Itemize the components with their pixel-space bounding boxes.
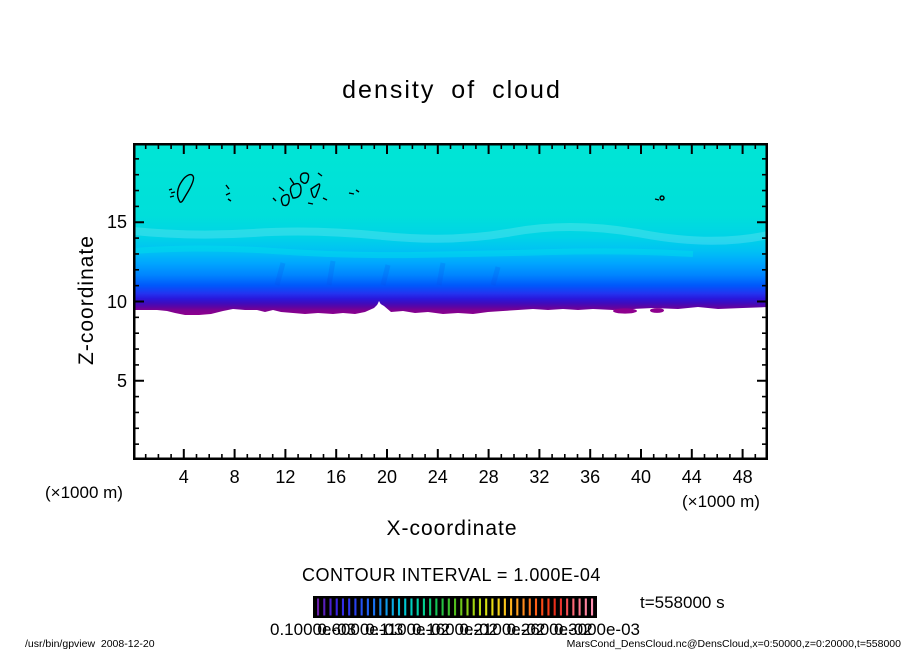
cyan-texture-bands <box>132 223 769 286</box>
plot-border <box>133 143 768 460</box>
time-annotation: t=558000 s <box>640 593 725 612</box>
colorbar-svg <box>313 596 597 618</box>
x-tick-label: 28 <box>478 467 499 487</box>
x-tick-label: 44 <box>681 467 702 487</box>
x-tick-label: 8 <box>229 467 240 487</box>
contour-plot <box>132 143 769 460</box>
colorbar <box>313 596 597 618</box>
y-tick-label: 15 <box>106 212 127 233</box>
colorbar-label: 0.1100e-02 <box>365 620 451 639</box>
footer-command-line: /usr/bin/gpview 2008-12-20 <box>25 638 155 650</box>
detached-purple-blobs <box>613 308 664 314</box>
y-tick-label: 10 <box>106 291 127 312</box>
x-tick-label: 48 <box>732 467 753 487</box>
page-title: density of cloud <box>342 76 562 104</box>
x-tick-label: 32 <box>529 467 550 487</box>
contour-lines <box>168 172 665 207</box>
plot-area <box>132 143 769 460</box>
x-tick-label: 20 <box>376 467 398 487</box>
footer-data-source: MarsCond_DensCloud.nc@DensCloud,x=0:5000… <box>566 638 901 650</box>
colorbar-label: 0.6000e-03 <box>317 620 404 639</box>
colorbar-label: 0.2100e-02 <box>459 620 546 639</box>
colorbar-label: 0.2600e-02 <box>506 620 593 639</box>
contour-interval-note: CONTOUR INTERVAL = 1.000E-04 <box>302 565 601 585</box>
x-axis-unit-note: (×1000 m) <box>682 492 760 511</box>
x-axis-label: X-coordinate <box>386 517 518 540</box>
white-notch <box>374 301 385 312</box>
colorbar-label: 0.3000e-03 <box>553 620 641 639</box>
cloud-density-field <box>133 143 768 315</box>
colorbar-border <box>313 596 597 618</box>
x-tick-label: 12 <box>275 467 296 487</box>
y-tick-label: 5 <box>116 370 127 391</box>
y-tick-labels: 15 10 5 <box>85 0 127 654</box>
x-tick-label: 40 <box>630 467 652 487</box>
colorbar-label: 0.1000e-03 <box>269 620 357 639</box>
colorbar-stripes <box>317 598 594 616</box>
x-tick-label: 4 <box>178 467 189 487</box>
x-tick-labels: 4 8 12 16 20 24 28 32 36 40 44 48 <box>0 467 904 489</box>
colorbar-tick-labels: 0.1000e-03 0.6000e-03 0.1100e-02 0.1600e-02… <box>270 620 640 640</box>
y-axis-unit-note: (×1000 m) <box>45 483 123 502</box>
x-tick-label: 24 <box>427 467 448 487</box>
x-tick-label: 36 <box>580 467 601 487</box>
x-tick-label: 16 <box>326 467 347 487</box>
colorbar-label: 0.1600e-02 <box>411 620 499 639</box>
